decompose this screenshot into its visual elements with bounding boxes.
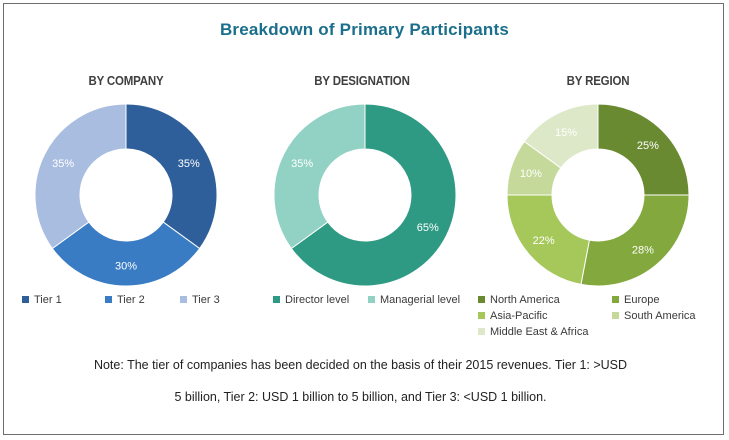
- legend-swatch-0-tier-2: [105, 296, 112, 303]
- slice-2-middle-east-africa: [523, 103, 599, 169]
- legend-swatch-0-tier-3: [180, 296, 187, 303]
- slice-label-1-managerial-level: 35%: [291, 158, 313, 170]
- slice-0-tier-1: [125, 103, 218, 250]
- legend-label-2-middle-east-africa: Middle East & Africa: [490, 326, 589, 338]
- legend-swatch-2-north-america: [478, 296, 485, 303]
- legend-label-1-director-level: Director level: [285, 294, 349, 306]
- note-line-1: Note: The tier of companies has been dec…: [93, 358, 628, 372]
- legend-swatch-1-managerial-level: [368, 296, 375, 303]
- slice-2-europe: [580, 194, 690, 287]
- legend-swatch-0-tier-1: [22, 296, 29, 303]
- panel-title-designation: BY DESIGNATION: [314, 74, 410, 88]
- slice-label-0-tier-1: 35%: [178, 158, 200, 170]
- chart-frame: Breakdown of Primary Participants: [3, 3, 724, 435]
- slice-label-0-tier-3: 35%: [52, 158, 74, 170]
- slice-label-1-director-level: 65%: [417, 222, 439, 234]
- slice-0-tier-2: [51, 221, 201, 287]
- panel-title-region: BY REGION: [566, 74, 630, 88]
- legend-swatch-2-europe: [612, 296, 619, 303]
- legend-label-0-tier-1: Tier 1: [34, 294, 62, 306]
- note-line-2: 5 billion, Tier 2: USD 1 billion to 5 bi…: [174, 390, 547, 404]
- slice-1-director-level: [290, 103, 457, 287]
- panel-title-company: BY COMPANY: [88, 74, 164, 88]
- chart-title: Breakdown of Primary Participants: [219, 20, 510, 39]
- legend-label-2-asia-pacific: Asia-Pacific: [490, 310, 548, 322]
- legend-label-0-tier-2: Tier 2: [117, 294, 145, 306]
- legend-label-2-north-america: North America: [490, 294, 561, 306]
- legend-label-1-managerial-level: Managerial level: [380, 294, 460, 306]
- legend-swatch-2-middle-east-africa: [478, 328, 485, 335]
- slice-label-2-middle-east-africa: 15%: [555, 127, 577, 139]
- legend-label-2-europe: Europe: [624, 294, 659, 306]
- slice-label-0-tier-2: 30%: [115, 261, 137, 273]
- legend-swatch-2-south-america: [612, 312, 619, 319]
- slice-label-2-south-america: 10%: [520, 168, 542, 180]
- slice-0-tier-3: [34, 103, 127, 250]
- legend-label-0-tier-3: Tier 3: [192, 294, 220, 306]
- slice-1-managerial-level: [273, 103, 366, 250]
- slice-label-2-asia-pacific: 22%: [533, 235, 555, 247]
- legend-swatch-2-asia-pacific: [478, 312, 485, 319]
- legend-label-2-south-america: South America: [624, 310, 696, 322]
- legend-swatch-1-director-level: [273, 296, 280, 303]
- slice-label-2-north-america: 25%: [637, 140, 659, 152]
- slice-2-north-america: [597, 103, 690, 196]
- slice-label-2-europe: 28%: [632, 244, 654, 256]
